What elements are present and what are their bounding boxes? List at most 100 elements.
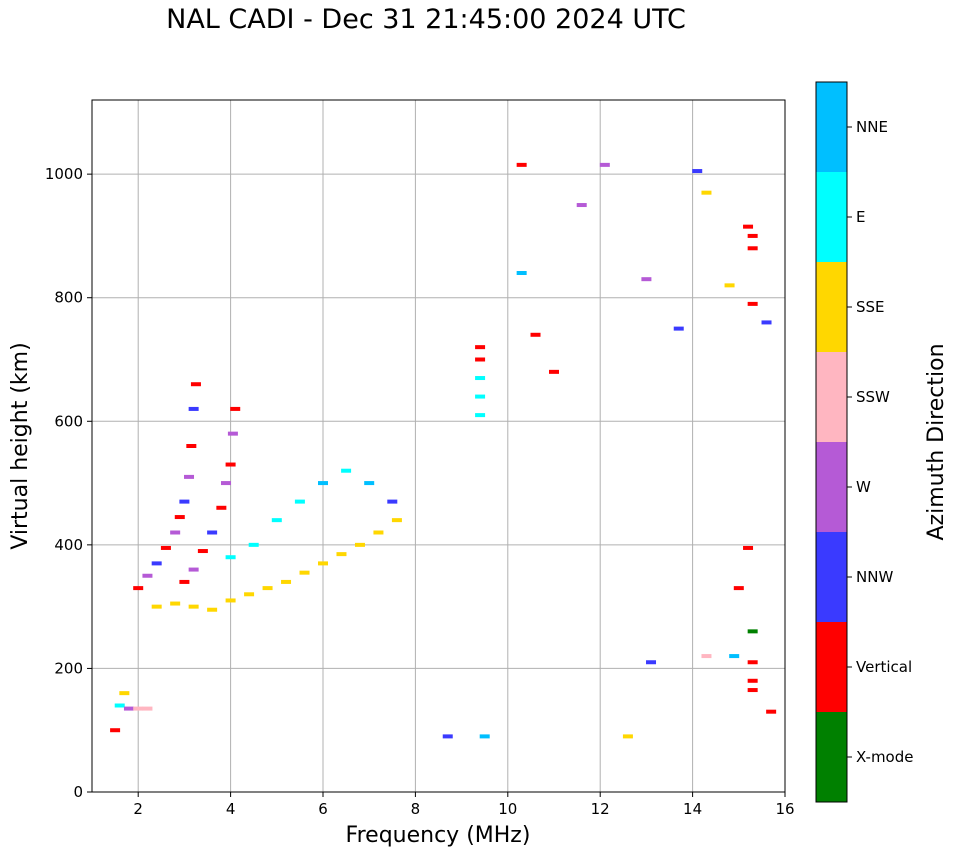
colorbar-segment bbox=[816, 712, 847, 802]
y-tick-label: 0 bbox=[73, 783, 83, 801]
x-axis-label: Frequency (MHz) bbox=[346, 823, 531, 848]
echo-mark bbox=[151, 561, 162, 566]
echo-mark bbox=[475, 394, 486, 399]
plot-frame bbox=[91, 99, 786, 793]
chart-title: NAL CADI - Dec 31 21:45:00 2024 UTC bbox=[166, 4, 686, 35]
echo-mark bbox=[318, 561, 328, 566]
echo-mark bbox=[244, 592, 255, 597]
colorbar-segment bbox=[816, 82, 847, 172]
colorbar-segment bbox=[816, 532, 847, 622]
echo-mark bbox=[184, 474, 195, 479]
colorbar-label: NNW bbox=[856, 568, 893, 586]
echo-mark bbox=[475, 413, 486, 418]
echo-mark bbox=[387, 499, 398, 504]
colorbar-frame bbox=[815, 81, 848, 803]
echo-mark bbox=[475, 357, 486, 362]
echo-mark bbox=[170, 601, 181, 606]
echo-mark bbox=[119, 691, 130, 696]
echo-mark bbox=[516, 271, 527, 275]
echo-mark bbox=[599, 162, 610, 167]
echo-mark bbox=[354, 542, 365, 547]
echo-mark bbox=[230, 406, 241, 411]
echo-mark bbox=[188, 604, 199, 609]
echo-mark bbox=[114, 703, 125, 708]
echo-mark bbox=[442, 734, 453, 739]
echo-marks bbox=[110, 162, 777, 739]
y-axis-label: Virtual height (km) bbox=[8, 342, 33, 549]
echo-mark bbox=[549, 369, 559, 374]
echo-mark bbox=[220, 481, 231, 486]
echo-mark bbox=[747, 688, 758, 693]
echo-mark bbox=[747, 301, 758, 306]
echo-mark bbox=[142, 573, 153, 578]
y-tick-label: 200 bbox=[54, 659, 83, 677]
colorbar-label: W bbox=[856, 478, 871, 496]
y-tick-label: 600 bbox=[54, 412, 83, 430]
colorbar-segment bbox=[816, 262, 847, 352]
colorbar-label: NNE bbox=[856, 118, 888, 136]
echo-mark bbox=[341, 468, 352, 473]
echo-mark bbox=[262, 586, 273, 591]
echo-mark bbox=[133, 706, 144, 711]
echo-mark bbox=[160, 545, 171, 550]
echo-mark bbox=[373, 530, 384, 535]
x-tick-label: 4 bbox=[226, 800, 236, 818]
x-axis-ticks: 2 4 6 8 10 12 14 16 bbox=[133, 792, 795, 818]
echo-mark bbox=[190, 382, 201, 387]
echo-mark bbox=[179, 499, 190, 504]
echo-mark bbox=[576, 203, 587, 208]
echo-mark bbox=[747, 678, 758, 683]
echo-mark bbox=[479, 734, 490, 739]
echo-mark bbox=[123, 706, 134, 711]
echo-mark bbox=[743, 224, 754, 229]
echo-mark bbox=[197, 549, 208, 554]
echo-mark bbox=[207, 607, 218, 612]
echo-mark bbox=[743, 545, 754, 550]
x-tick-label: 6 bbox=[318, 800, 328, 818]
echo-mark bbox=[225, 555, 236, 560]
echo-mark bbox=[271, 518, 282, 523]
colorbar-label: SSE bbox=[856, 298, 885, 316]
echo-mark bbox=[207, 530, 218, 535]
plot-background bbox=[92, 100, 785, 792]
colorbar-segment bbox=[816, 622, 847, 712]
echo-mark bbox=[151, 604, 162, 609]
echo-mark bbox=[299, 570, 310, 575]
echo-mark bbox=[336, 552, 347, 557]
colorbar-segment bbox=[816, 172, 847, 262]
x-tick-label: 8 bbox=[411, 800, 421, 818]
echo-mark bbox=[747, 246, 758, 251]
echo-mark bbox=[227, 431, 238, 436]
x-tick-label: 16 bbox=[775, 800, 794, 818]
echo-mark bbox=[530, 332, 541, 337]
colorbar-title: Azimuth Direction bbox=[924, 343, 949, 540]
echo-mark bbox=[248, 542, 259, 547]
echo-mark bbox=[641, 277, 652, 282]
echo-mark bbox=[747, 629, 758, 634]
y-tick-label: 400 bbox=[54, 536, 83, 554]
echo-mark bbox=[747, 233, 758, 238]
echo-mark bbox=[475, 345, 486, 350]
echo-mark bbox=[318, 481, 328, 486]
echo-mark bbox=[179, 579, 190, 584]
colorbar-label: SSW bbox=[856, 388, 890, 406]
echo-mark bbox=[133, 586, 144, 591]
echo-mark bbox=[729, 654, 740, 659]
x-tick-label: 14 bbox=[683, 800, 702, 818]
y-tick-label: 800 bbox=[54, 289, 83, 307]
echo-mark bbox=[692, 169, 703, 174]
x-tick-label: 12 bbox=[591, 800, 610, 818]
echo-mark bbox=[225, 462, 236, 467]
echo-mark bbox=[170, 530, 181, 535]
echo-mark bbox=[673, 326, 684, 331]
echo-mark bbox=[646, 660, 657, 665]
echo-mark bbox=[364, 481, 375, 486]
echo-mark bbox=[391, 518, 402, 523]
echo-mark bbox=[216, 505, 227, 510]
colorbar: X-mode Vertical NNW W SSW SSE E NNE bbox=[815, 81, 913, 803]
colorbar-label: X-mode bbox=[856, 748, 913, 766]
echo-mark bbox=[188, 406, 199, 411]
echo-mark bbox=[766, 709, 777, 714]
y-tick-label: 1000 bbox=[45, 165, 83, 183]
